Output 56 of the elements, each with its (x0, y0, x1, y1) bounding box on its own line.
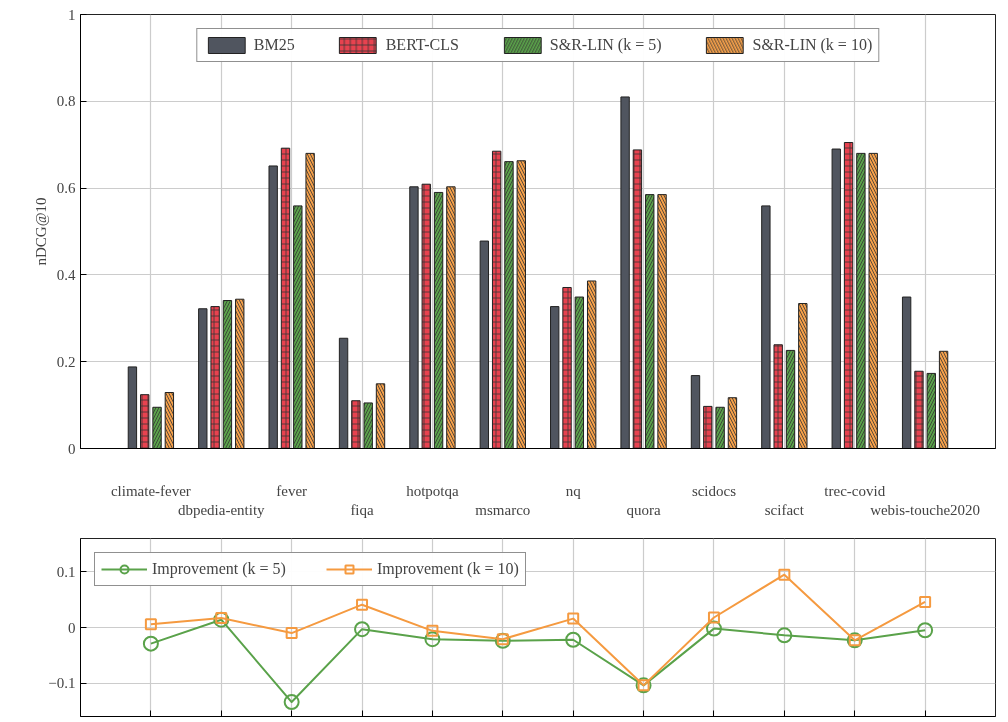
y-tick-label: 0.2 (56, 353, 76, 370)
x-tick-label: webis-touche2020 (870, 501, 981, 518)
y-tick-label: −0.1 (48, 675, 76, 692)
bar (901, 296, 912, 449)
point (919, 595, 932, 608)
point (424, 631, 441, 648)
bar (690, 375, 701, 449)
point (283, 694, 300, 711)
x-tick-label: dbpedia-entity (177, 501, 266, 518)
x-tick-label: scidocs (691, 482, 737, 499)
legend-label: S&R-LIN (k = 5) (549, 36, 662, 54)
y-tick-label: 0.1 (56, 563, 76, 580)
point (356, 598, 369, 611)
x-tick-label: trec-covid (824, 482, 886, 499)
bar (479, 240, 490, 449)
point (707, 611, 720, 624)
bar (550, 306, 560, 449)
bar (268, 165, 278, 449)
y-tick-label: 0 (68, 619, 76, 636)
bar (761, 205, 771, 449)
legend-label: S&R-LIN (k = 10) (752, 36, 873, 54)
point (565, 631, 582, 648)
point (354, 621, 371, 638)
point (776, 627, 793, 644)
point (778, 568, 791, 581)
point (426, 624, 439, 637)
legend-label: BERT-CLS (385, 36, 459, 54)
point (567, 612, 580, 625)
x-tick-label: fiqa (350, 501, 375, 518)
bar (338, 337, 349, 449)
x-tick-label: nq (565, 482, 582, 499)
point (144, 618, 157, 631)
x-tick-label: msmarco (475, 501, 531, 518)
y-tick-label: 0.8 (56, 93, 76, 110)
point (705, 620, 722, 637)
bar (620, 96, 630, 449)
point (917, 622, 934, 639)
bar (831, 148, 841, 449)
legend-label: Improvement (k = 5) (152, 560, 286, 578)
y-tick-label: 1 (68, 6, 76, 23)
legend-label: Improvement (k = 10) (376, 560, 519, 578)
y-tick-label: 0.6 (56, 180, 76, 197)
bar (127, 366, 138, 449)
point (142, 635, 159, 652)
legend-label: BM25 (253, 36, 295, 54)
bar (409, 186, 419, 449)
x-tick-label: quora (626, 501, 661, 518)
y-tick-label: 0 (68, 440, 76, 457)
x-tick-label: scifact (764, 501, 805, 518)
y-tick-label: 0.4 (56, 266, 76, 283)
x-tick-label: climate-fever (110, 482, 191, 499)
point (285, 627, 298, 640)
x-tick-label: hotpotqa (406, 482, 460, 499)
bar (198, 308, 208, 449)
x-tick-label: fever (276, 482, 308, 499)
y-axis-title: nDCG@10 (32, 197, 49, 266)
